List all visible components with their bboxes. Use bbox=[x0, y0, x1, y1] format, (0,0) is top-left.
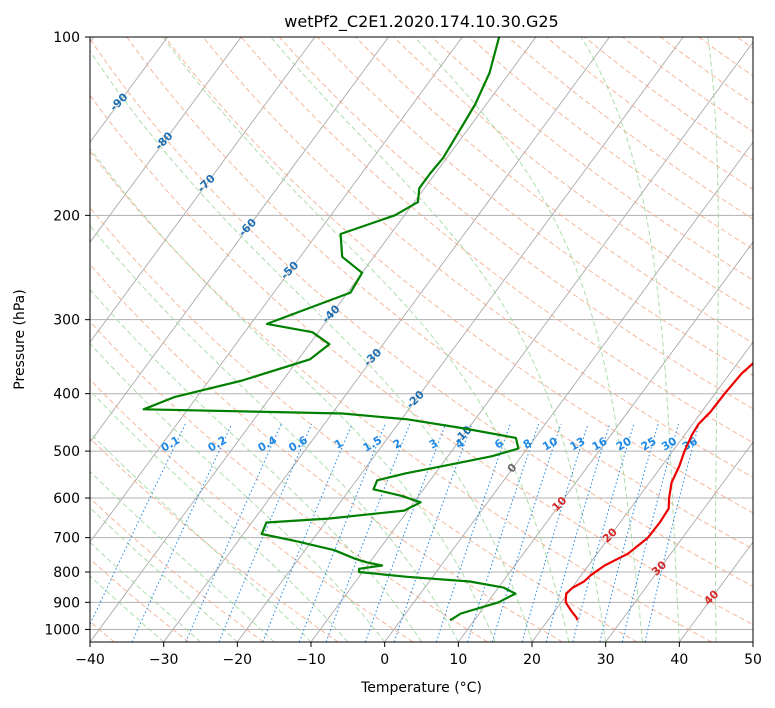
x-tick-label: −20 bbox=[223, 652, 253, 668]
dry-adiabat-line bbox=[90, 378, 414, 642]
mixing-ratio-line bbox=[298, 423, 386, 642]
plot-frame bbox=[89, 36, 754, 643]
plot-area bbox=[90, 37, 753, 642]
isotherm-line bbox=[90, 37, 463, 543]
y-tick-label: 300 bbox=[53, 313, 80, 329]
dry-adiabat-line bbox=[202, 37, 753, 479]
moist-adiabat-line bbox=[707, 37, 719, 642]
x-tick-label: 30 bbox=[597, 652, 615, 668]
moist-adiabat-line bbox=[90, 389, 349, 642]
isotherm-line bbox=[752, 641, 753, 642]
y-tick-label: 400 bbox=[53, 387, 80, 403]
mixing-ratio-line bbox=[621, 423, 679, 642]
moist-adiabat-line bbox=[90, 470, 275, 642]
mixing-ratio-line bbox=[325, 423, 411, 642]
isotherm-line bbox=[605, 441, 753, 642]
dry-adiabat-line bbox=[90, 38, 753, 587]
y-axis-ticks: 100 200 300 400 500 600 700 800 900 1000 bbox=[44, 30, 90, 638]
mixing-ratio-line bbox=[185, 423, 282, 642]
x-tick-label: 10 bbox=[449, 652, 467, 668]
dry-adiabat-line bbox=[90, 206, 638, 642]
mixing-ratio-line bbox=[262, 423, 353, 642]
isotherm-line bbox=[90, 37, 537, 642]
temperature-profile-line bbox=[564, 361, 753, 621]
dry-adiabat-line bbox=[90, 558, 190, 642]
dry-adiabat-line bbox=[317, 37, 753, 377]
isotherm-line bbox=[90, 37, 242, 243]
mixing-ratio-line bbox=[572, 423, 635, 642]
y-tick-label: 200 bbox=[53, 208, 80, 224]
y-tick-label: 900 bbox=[53, 595, 80, 611]
dewpoint-profile-line bbox=[142, 37, 520, 622]
x-tick-label: 20 bbox=[523, 652, 541, 668]
isotherm-line bbox=[457, 241, 753, 642]
x-axis-ticks: −40 −30 −20 −10 0 10 20 30 40 50 bbox=[75, 642, 762, 668]
mixing-ratio-line bbox=[218, 423, 313, 642]
chart-title: wetPf2_C2E1.2020.174.10.30.G25 bbox=[284, 12, 558, 32]
x-tick-label: 40 bbox=[670, 652, 688, 668]
isotherm-line bbox=[90, 37, 389, 443]
dry-adiabat-line bbox=[90, 263, 563, 642]
plot-border bbox=[89, 36, 754, 643]
mixing-ratio-line bbox=[644, 423, 700, 642]
mixing-ratio-line bbox=[393, 423, 473, 642]
x-tick-label: −10 bbox=[296, 652, 326, 668]
moist-adiabat-line bbox=[414, 37, 643, 642]
moist-adiabat-line bbox=[90, 288, 422, 642]
isotherm-line bbox=[90, 37, 168, 143]
plot-background bbox=[90, 37, 753, 642]
y-tick-label: 600 bbox=[53, 491, 80, 507]
moist-adiabat-line bbox=[90, 224, 459, 642]
x-tick-label: −40 bbox=[75, 652, 105, 668]
x-axis-label: Temperature (°C) bbox=[360, 680, 482, 696]
x-tick-label: −30 bbox=[149, 652, 179, 668]
mixing-ratio-line bbox=[131, 423, 233, 642]
dry-adiabat-line bbox=[278, 37, 753, 410]
isotherm-line bbox=[384, 141, 753, 642]
y-axis-label: Pressure (hPa) bbox=[12, 289, 28, 389]
y-tick-label: 1000 bbox=[44, 622, 80, 638]
moist-adiabat-line bbox=[162, 37, 570, 642]
moist-adiabat-line bbox=[90, 50, 533, 642]
isotherm-line bbox=[163, 37, 610, 642]
series bbox=[142, 37, 753, 622]
y-tick-label: 800 bbox=[53, 565, 80, 581]
mixing-ratio-line bbox=[599, 423, 659, 642]
mixing-ratio-line bbox=[364, 423, 447, 642]
y-tick-label: 100 bbox=[53, 30, 80, 46]
isotherm-line bbox=[236, 37, 684, 642]
y-tick-label: 500 bbox=[53, 444, 80, 460]
moist-adiabat-line bbox=[90, 431, 312, 642]
y-tick-label: 700 bbox=[53, 531, 80, 547]
reference-lines bbox=[90, 37, 753, 642]
dry-adiabat-line bbox=[164, 37, 753, 514]
isotherm-line bbox=[310, 41, 753, 642]
mixing-ratio-line bbox=[545, 423, 611, 642]
moist-adiabat-line bbox=[270, 37, 607, 642]
moist-adiabat-line bbox=[90, 147, 496, 642]
isotherm-line bbox=[531, 341, 753, 642]
x-tick-label: 0 bbox=[380, 652, 389, 668]
mixing-ratio-line bbox=[90, 423, 186, 626]
dry-adiabat-line bbox=[90, 94, 753, 626]
x-tick-label: 50 bbox=[744, 652, 762, 668]
isotherm-line bbox=[90, 37, 316, 343]
isotherm-label: -100 bbox=[58, 51, 87, 80]
dry-adiabat-line bbox=[126, 37, 753, 550]
